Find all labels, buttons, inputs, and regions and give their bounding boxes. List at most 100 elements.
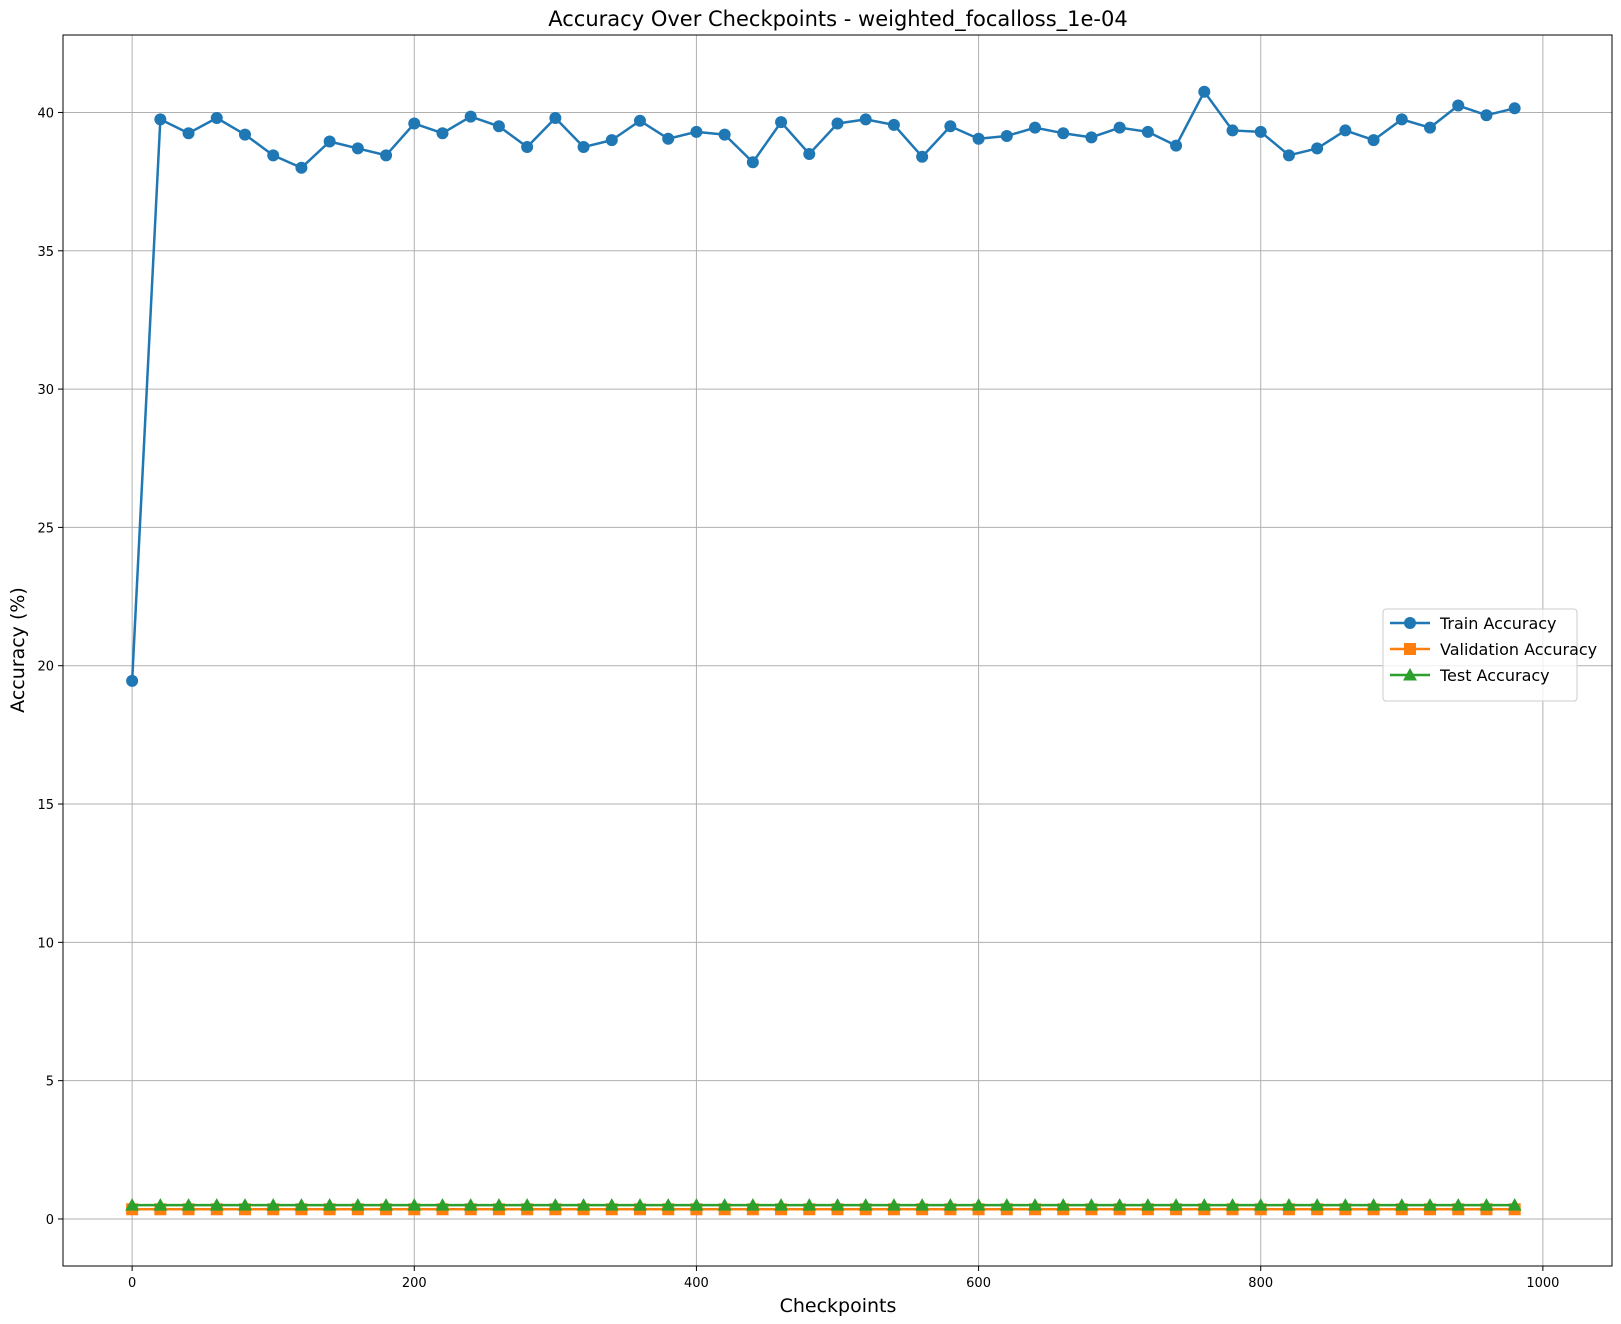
data-point	[1480, 109, 1493, 122]
data-point	[1394, 1198, 1409, 1211]
data-point	[436, 127, 449, 140]
series-train-accuracy	[126, 85, 1521, 687]
legend-marker	[1404, 617, 1416, 629]
y-axis-label: Accuracy (%)	[7, 587, 29, 713]
data-point	[153, 1198, 168, 1211]
data-point	[267, 149, 280, 162]
chart-title: Accuracy Over Checkpoints - weighted_foc…	[548, 7, 1127, 32]
data-point	[126, 674, 139, 687]
data-point	[802, 1198, 817, 1211]
data-point	[1452, 99, 1465, 112]
data-point	[576, 1198, 591, 1211]
data-point	[1282, 149, 1295, 162]
data-point	[915, 1198, 930, 1211]
data-point	[1507, 1198, 1522, 1211]
data-point	[943, 1198, 958, 1211]
legend: Train Accuracy Validation Accuracy Test Ac…	[1382, 608, 1597, 702]
y-tick-label: 5	[46, 1075, 54, 1090]
data-point	[491, 1198, 506, 1211]
data-point	[661, 1198, 676, 1211]
x-tick-label: 1000	[1526, 1276, 1559, 1291]
data-point	[209, 1198, 224, 1211]
data-point	[1479, 1198, 1494, 1211]
data-point	[605, 134, 618, 147]
data-point	[887, 118, 900, 131]
data-point	[350, 1198, 365, 1211]
data-point	[1311, 142, 1324, 155]
data-point	[1451, 1198, 1466, 1211]
x-tick-label: 200	[402, 1276, 427, 1291]
data-point	[1225, 1198, 1240, 1211]
data-point	[916, 150, 929, 163]
data-point	[690, 125, 703, 138]
data-point	[944, 120, 957, 133]
y-tick-label: 40	[37, 106, 54, 121]
data-point	[435, 1198, 450, 1211]
data-point	[351, 142, 364, 155]
x-axis-label: Checkpoints	[780, 1295, 897, 1317]
data-point	[718, 128, 731, 141]
data-point	[971, 1198, 986, 1211]
data-point	[775, 116, 788, 129]
data-point	[548, 1198, 563, 1211]
data-point	[717, 1198, 732, 1211]
data-point	[1338, 1198, 1353, 1211]
data-point	[1085, 131, 1098, 144]
data-point	[492, 120, 505, 133]
axis-ticks: 0 200 400 600 800 1000 0 5 10 15 20 25 30 35 40	[37, 106, 1559, 1291]
data-point	[972, 132, 985, 145]
data-point	[125, 1198, 140, 1211]
data-point	[408, 117, 421, 130]
data-point	[1112, 1198, 1127, 1211]
data-point	[774, 1198, 789, 1211]
data-point	[859, 113, 872, 126]
data-point	[464, 110, 477, 123]
data-point	[604, 1198, 619, 1211]
series-layer	[125, 85, 1522, 1216]
data-point	[154, 113, 167, 126]
legend-label: Train Accuracy	[1439, 614, 1557, 633]
data-point	[1028, 1198, 1043, 1211]
data-point	[1424, 121, 1437, 134]
legend-marker	[1403, 668, 1417, 681]
data-point	[181, 1198, 196, 1211]
data-point	[1141, 125, 1154, 138]
data-point	[1000, 129, 1013, 142]
y-tick-label: 20	[37, 660, 54, 675]
data-point	[1056, 1198, 1071, 1211]
y-tick-label: 10	[37, 936, 54, 951]
data-point	[1226, 124, 1239, 137]
legend-item: Train Accuracy	[1390, 614, 1557, 633]
data-point	[1508, 102, 1521, 115]
data-point	[1253, 1198, 1268, 1211]
y-tick-label: 15	[37, 798, 54, 813]
x-tick-label: 400	[684, 1276, 709, 1291]
data-point	[830, 1198, 845, 1211]
data-point	[520, 1198, 535, 1211]
data-point	[182, 127, 195, 140]
data-point	[237, 1198, 252, 1211]
legend-item: Validation Accuracy	[1390, 640, 1597, 659]
data-point	[1198, 85, 1211, 98]
data-point	[238, 128, 251, 141]
data-point	[886, 1198, 901, 1211]
data-point	[294, 1198, 309, 1211]
data-point	[689, 1198, 704, 1211]
data-point	[1029, 121, 1042, 134]
legend-marker	[1404, 643, 1416, 655]
x-tick-label: 800	[1248, 1276, 1273, 1291]
data-point	[577, 141, 590, 154]
legend-item: Test Accuracy	[1390, 666, 1550, 685]
plot-area-frame	[62, 34, 1613, 1267]
data-point	[1367, 134, 1380, 147]
data-point	[1281, 1198, 1296, 1211]
data-point	[1113, 121, 1126, 134]
data-point	[521, 141, 534, 154]
data-point	[858, 1198, 873, 1211]
data-point	[407, 1198, 422, 1211]
data-point	[1057, 127, 1070, 140]
data-point	[1423, 1198, 1438, 1211]
legend-label: Test Accuracy	[1439, 666, 1550, 685]
y-tick-label: 25	[37, 521, 54, 536]
data-point	[633, 114, 646, 127]
